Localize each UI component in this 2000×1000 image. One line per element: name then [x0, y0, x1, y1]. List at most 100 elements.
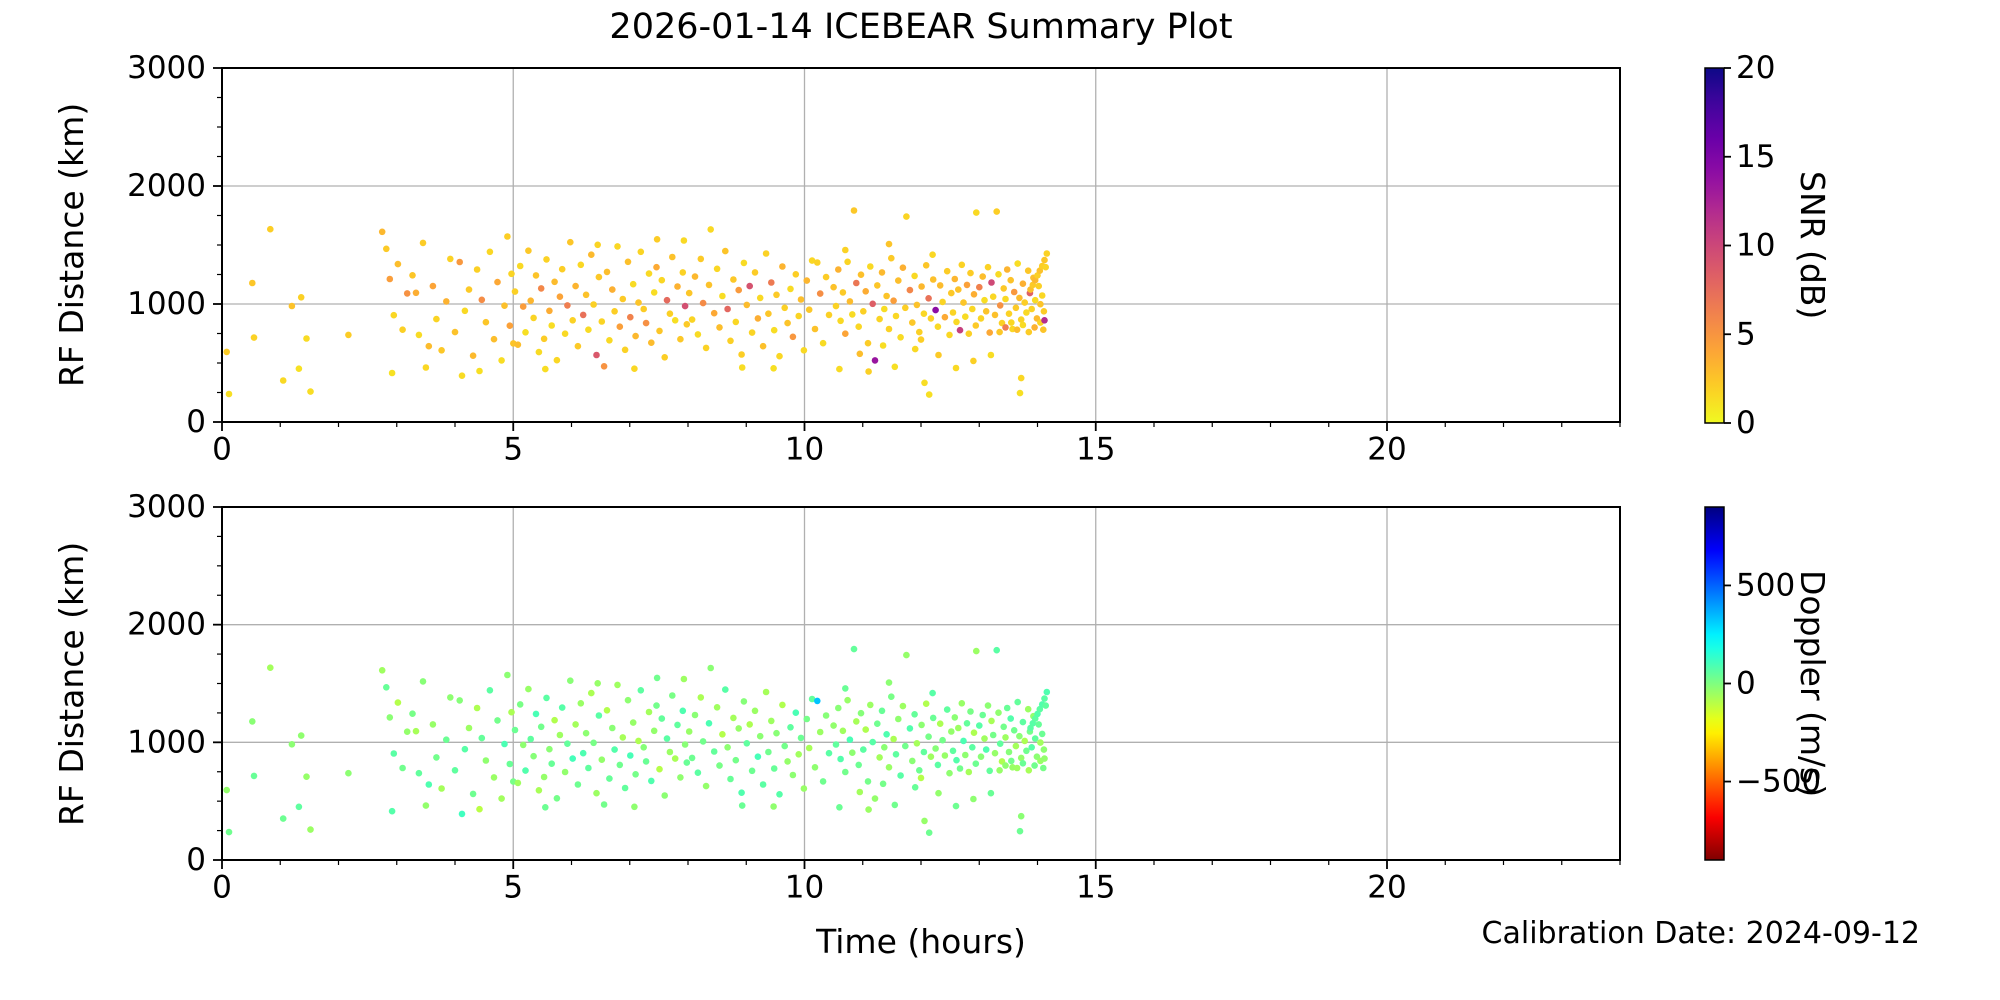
scatter-point [835, 704, 842, 712]
scatter-point [433, 754, 440, 761]
scatter-point [522, 329, 529, 336]
scatter-point [876, 315, 883, 323]
scatter-point [388, 807, 396, 815]
scatter-point [888, 254, 895, 262]
scatter-point [981, 296, 988, 304]
scatter-point [595, 712, 603, 719]
scatter-point [494, 278, 501, 286]
scatter-point [925, 733, 932, 740]
scatter-point [876, 754, 883, 761]
scatter-point [916, 328, 923, 336]
scatter-point [590, 301, 597, 308]
scatter-point [598, 756, 606, 763]
scatter-point [842, 685, 849, 692]
scatter-point [447, 694, 454, 701]
scatter-point [986, 767, 993, 775]
scatter-point [885, 325, 893, 333]
scatter-point [679, 269, 687, 276]
scatter-point [972, 322, 980, 329]
scatter-point [953, 756, 960, 764]
scatter-point [1000, 285, 1007, 292]
scatter-point [1016, 294, 1023, 302]
scatter-point [572, 721, 579, 728]
scatter-point [779, 701, 786, 709]
y-tick-label: 1000 [127, 286, 206, 322]
scatter-point [295, 365, 303, 373]
scatter-point [585, 326, 592, 334]
scatter-point [390, 311, 398, 319]
scatter-point [735, 286, 742, 294]
scatter-point [473, 266, 481, 273]
scatter-point [1023, 309, 1030, 316]
scatter-point [921, 817, 928, 825]
scatter-point [1005, 748, 1013, 756]
scatter-point [553, 795, 561, 802]
y-tick-label: 3000 [127, 50, 206, 86]
scatter-point [819, 778, 827, 785]
scatter-point [839, 289, 847, 296]
scatter-point [590, 739, 597, 747]
scatter-point [297, 294, 305, 301]
scatter-point [525, 247, 532, 254]
scatter-point [522, 767, 529, 774]
scatter-point [490, 774, 498, 781]
scatter-point [624, 258, 632, 266]
scatter-point [836, 365, 843, 373]
scatter-point [345, 331, 352, 339]
scatter-point [225, 390, 233, 398]
scatter-point [1041, 755, 1048, 762]
scatter-point [473, 704, 481, 712]
scatter-point [832, 302, 840, 310]
scatter-point [765, 310, 772, 318]
scatter-point [530, 752, 537, 760]
scatter-point [1014, 260, 1021, 267]
scatter-point [800, 785, 808, 792]
scatter-point [600, 801, 608, 808]
scatter-point [892, 312, 900, 320]
scatter-point [885, 679, 893, 686]
scatter-point [501, 740, 508, 748]
scatter-point [862, 726, 869, 733]
scatter-point [656, 327, 663, 335]
scatter-point [814, 259, 821, 266]
scatter-point [911, 784, 919, 791]
scatter-point [621, 346, 629, 354]
colorbar-label-doppler: Doppler (m/s) [1793, 569, 1832, 798]
scatter-point [836, 804, 843, 811]
scatter-point [787, 724, 794, 731]
scatter-point [642, 758, 650, 765]
scatter-point [588, 689, 595, 697]
scatter-point [738, 351, 745, 358]
scatter-point [422, 802, 430, 809]
scatter-point [885, 240, 893, 248]
scatter-point [899, 264, 907, 272]
scatter-point [1028, 305, 1035, 313]
scatter-point [860, 746, 867, 753]
scatter-point [707, 226, 714, 233]
scatter-point [478, 734, 486, 742]
scatter-point [1031, 296, 1039, 304]
scatter-point [438, 347, 445, 354]
scatter-point [902, 304, 909, 312]
scatter-point [249, 279, 256, 287]
scatter-point [770, 365, 777, 372]
scatter-point [883, 292, 890, 300]
scatter-point [1021, 299, 1028, 306]
scatter-point [650, 727, 658, 735]
scatter-point [948, 289, 955, 297]
scatter-point [864, 339, 872, 347]
scatter-point [839, 727, 847, 735]
scatter-point [773, 291, 780, 299]
scatter-point [345, 769, 352, 777]
scatter-point [987, 789, 995, 797]
scatter-point [577, 700, 585, 707]
y-tick-label: 1000 [127, 724, 206, 760]
scatter-point [943, 706, 951, 713]
scatter-point [918, 283, 925, 290]
scatter-point [564, 740, 571, 747]
scatter-point [903, 213, 910, 220]
scatter-point [386, 714, 394, 721]
scatter-point [784, 758, 791, 765]
scatter-point [616, 323, 624, 331]
scatter-point [425, 781, 433, 788]
